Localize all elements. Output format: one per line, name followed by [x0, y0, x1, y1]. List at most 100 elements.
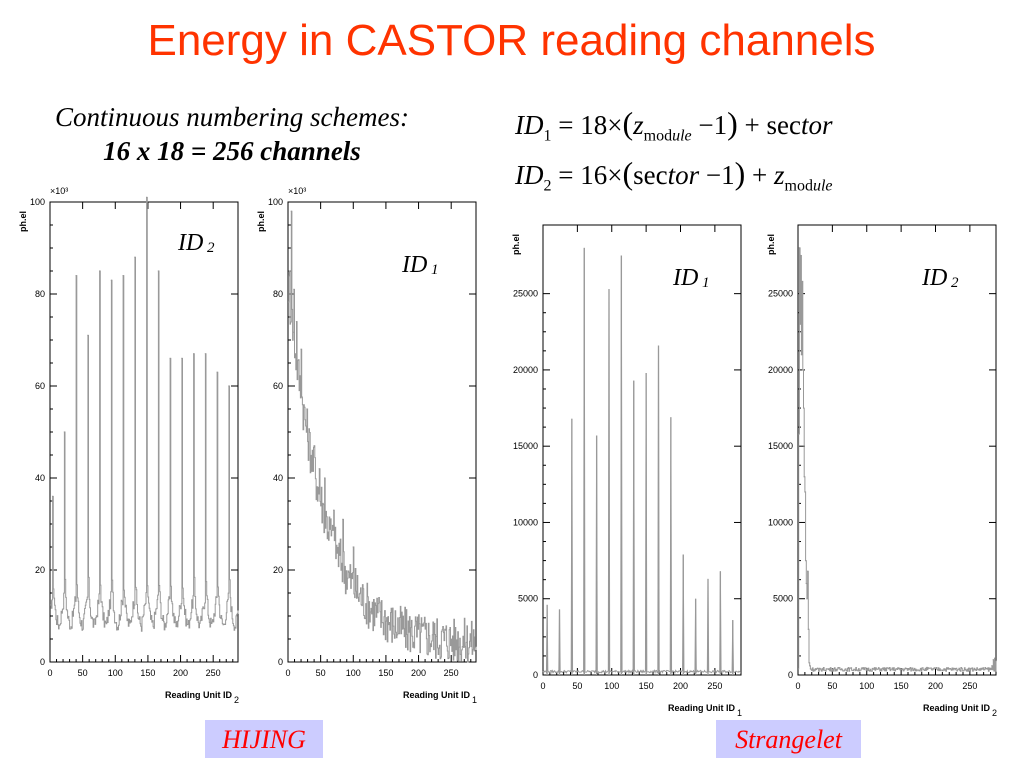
data-point [300, 348, 302, 350]
data-point [204, 353, 206, 355]
y-tick-label: 15000 [513, 441, 538, 451]
plot-strangelet-id2-svg: 0 5000 10000 15000 20000 25000 0 50 100 150 200 250… [766, 224, 997, 718]
formula-id2-lhs: ID [515, 160, 544, 190]
formula-id1-lhs-sub: 1 [543, 127, 552, 145]
formula-id2-z-sub-a: mod [784, 177, 813, 195]
x-tick-label: 100 [604, 681, 619, 691]
x-tick-label: 200 [673, 681, 688, 691]
data-point [99, 270, 101, 272]
data-point [799, 323, 801, 325]
data-point [803, 476, 805, 478]
scheme-heading: Continuous numbering schemes: [55, 102, 409, 132]
data-point [110, 279, 112, 281]
x-tick-label: 250 [206, 668, 221, 678]
x-tick-label: 0 [795, 681, 800, 691]
x-axis-title-sub: 1 [737, 708, 742, 718]
data-point [800, 254, 802, 257]
data-point [216, 371, 218, 373]
x-tick-label: 50 [572, 681, 582, 691]
data-point [800, 354, 803, 356]
y-tick-label: 5000 [518, 594, 538, 604]
formula-id1-z-sub-b: ule [672, 127, 692, 145]
data-series [798, 247, 997, 672]
y-tick-label: 100 [268, 197, 283, 207]
x-tick-label: 200 [928, 681, 943, 691]
data-point [811, 669, 813, 672]
scheme-channel-count: 16 x 18 = 256 channels [103, 136, 361, 166]
data-point [991, 665, 993, 667]
data-point [228, 385, 230, 387]
data-point [342, 518, 344, 520]
x-tick-label: 250 [444, 668, 459, 678]
formula-id1-lhs: ID [515, 110, 544, 140]
data-point [806, 598, 808, 600]
y-tick-label: 40 [273, 473, 283, 483]
data-point [994, 657, 996, 659]
formula-id2-minus: −1 [699, 160, 735, 190]
data-point [318, 468, 320, 470]
series-baseline [542, 247, 742, 675]
formula-id2-tor: tor [667, 160, 700, 190]
data-series [50, 196, 239, 632]
hijing-label: HIJING [205, 720, 323, 758]
panel-id-label: ID [921, 265, 947, 291]
numbering-scheme: Continuous numbering schemes: 16 x 18 = … [22, 100, 442, 168]
formula-id2-lhs-sub: 2 [543, 177, 552, 195]
data-point [181, 357, 183, 359]
panel-id-label: ID [177, 230, 203, 256]
data-point [352, 546, 354, 548]
x-axis-title: Reading Unit ID [923, 703, 990, 713]
data-point [802, 369, 804, 371]
y-tick-label: 5000 [773, 594, 793, 604]
y-tick-label: 25000 [513, 289, 538, 299]
y-tick-label: 100 [30, 197, 45, 207]
panel-id-sub: 2 [207, 240, 215, 256]
plot-frame [287, 201, 477, 663]
y-tick-label: 20 [35, 565, 45, 575]
x-tick-label: 150 [894, 681, 909, 691]
formula-id1: ID1 = 18×(zmodule −1) + sector [515, 105, 833, 145]
data-point [802, 407, 805, 409]
data-point [807, 570, 809, 572]
data-point [306, 408, 308, 410]
x-axis-title-sub: 1 [472, 695, 477, 705]
x-axis-title: Reading Unit ID [403, 690, 470, 700]
x-tick-label: 0 [47, 668, 52, 678]
y-tick-label: 10000 [513, 517, 538, 527]
y-tick-label: 80 [35, 289, 45, 299]
data-point [134, 256, 136, 258]
panel-id-label: ID [401, 252, 427, 278]
data-point [63, 431, 65, 433]
data-point [52, 495, 54, 497]
formula-id2-close: ) [734, 155, 746, 191]
formula-id2-z-sub-b: ule [812, 177, 833, 195]
x-tick-label: 50 [78, 668, 88, 678]
data-point [157, 270, 159, 272]
y-tick-label: 0 [788, 670, 793, 680]
y-axis-title: ph.el [18, 211, 28, 232]
data-point [193, 353, 195, 355]
data-point [804, 491, 806, 493]
data-point [288, 270, 290, 272]
x-tick-label: 100 [108, 668, 123, 678]
formula-id1-plus: + [737, 110, 767, 140]
data-point [808, 662, 810, 664]
x-axis-title: Reading Unit ID [165, 690, 232, 700]
y-tick-label: 25000 [768, 289, 793, 299]
y-axis-title: ph.el [766, 234, 776, 255]
formula-id2: ID2 = 16×(sector −1) + zmodule [515, 155, 833, 195]
data-point [807, 628, 809, 630]
y-tick-label: 15000 [768, 441, 793, 451]
slide-title: Energy in CASTOR reading channels [147, 16, 876, 65]
plot-strangelet-id2: 0 5000 10000 15000 20000 25000 0 50 100 150 200 250… [750, 215, 1005, 718]
y-multiplier: ×10³ [288, 186, 306, 196]
y-multiplier: ×10³ [50, 186, 68, 196]
formula-id1-open: ( [622, 105, 634, 141]
formula-id2-open: ( [622, 155, 634, 191]
y-tick-label: 40 [35, 473, 45, 483]
formula-id2-eq: = 16× [558, 160, 623, 190]
x-tick-label: 100 [346, 668, 361, 678]
x-tick-label: 250 [962, 681, 977, 691]
plot-hijing-id1: 0 20 40 60 80 100 0 50 100 150 200 250 ph.el ×10³ Read… [240, 186, 490, 710]
panel-id-label: ID [672, 265, 698, 291]
